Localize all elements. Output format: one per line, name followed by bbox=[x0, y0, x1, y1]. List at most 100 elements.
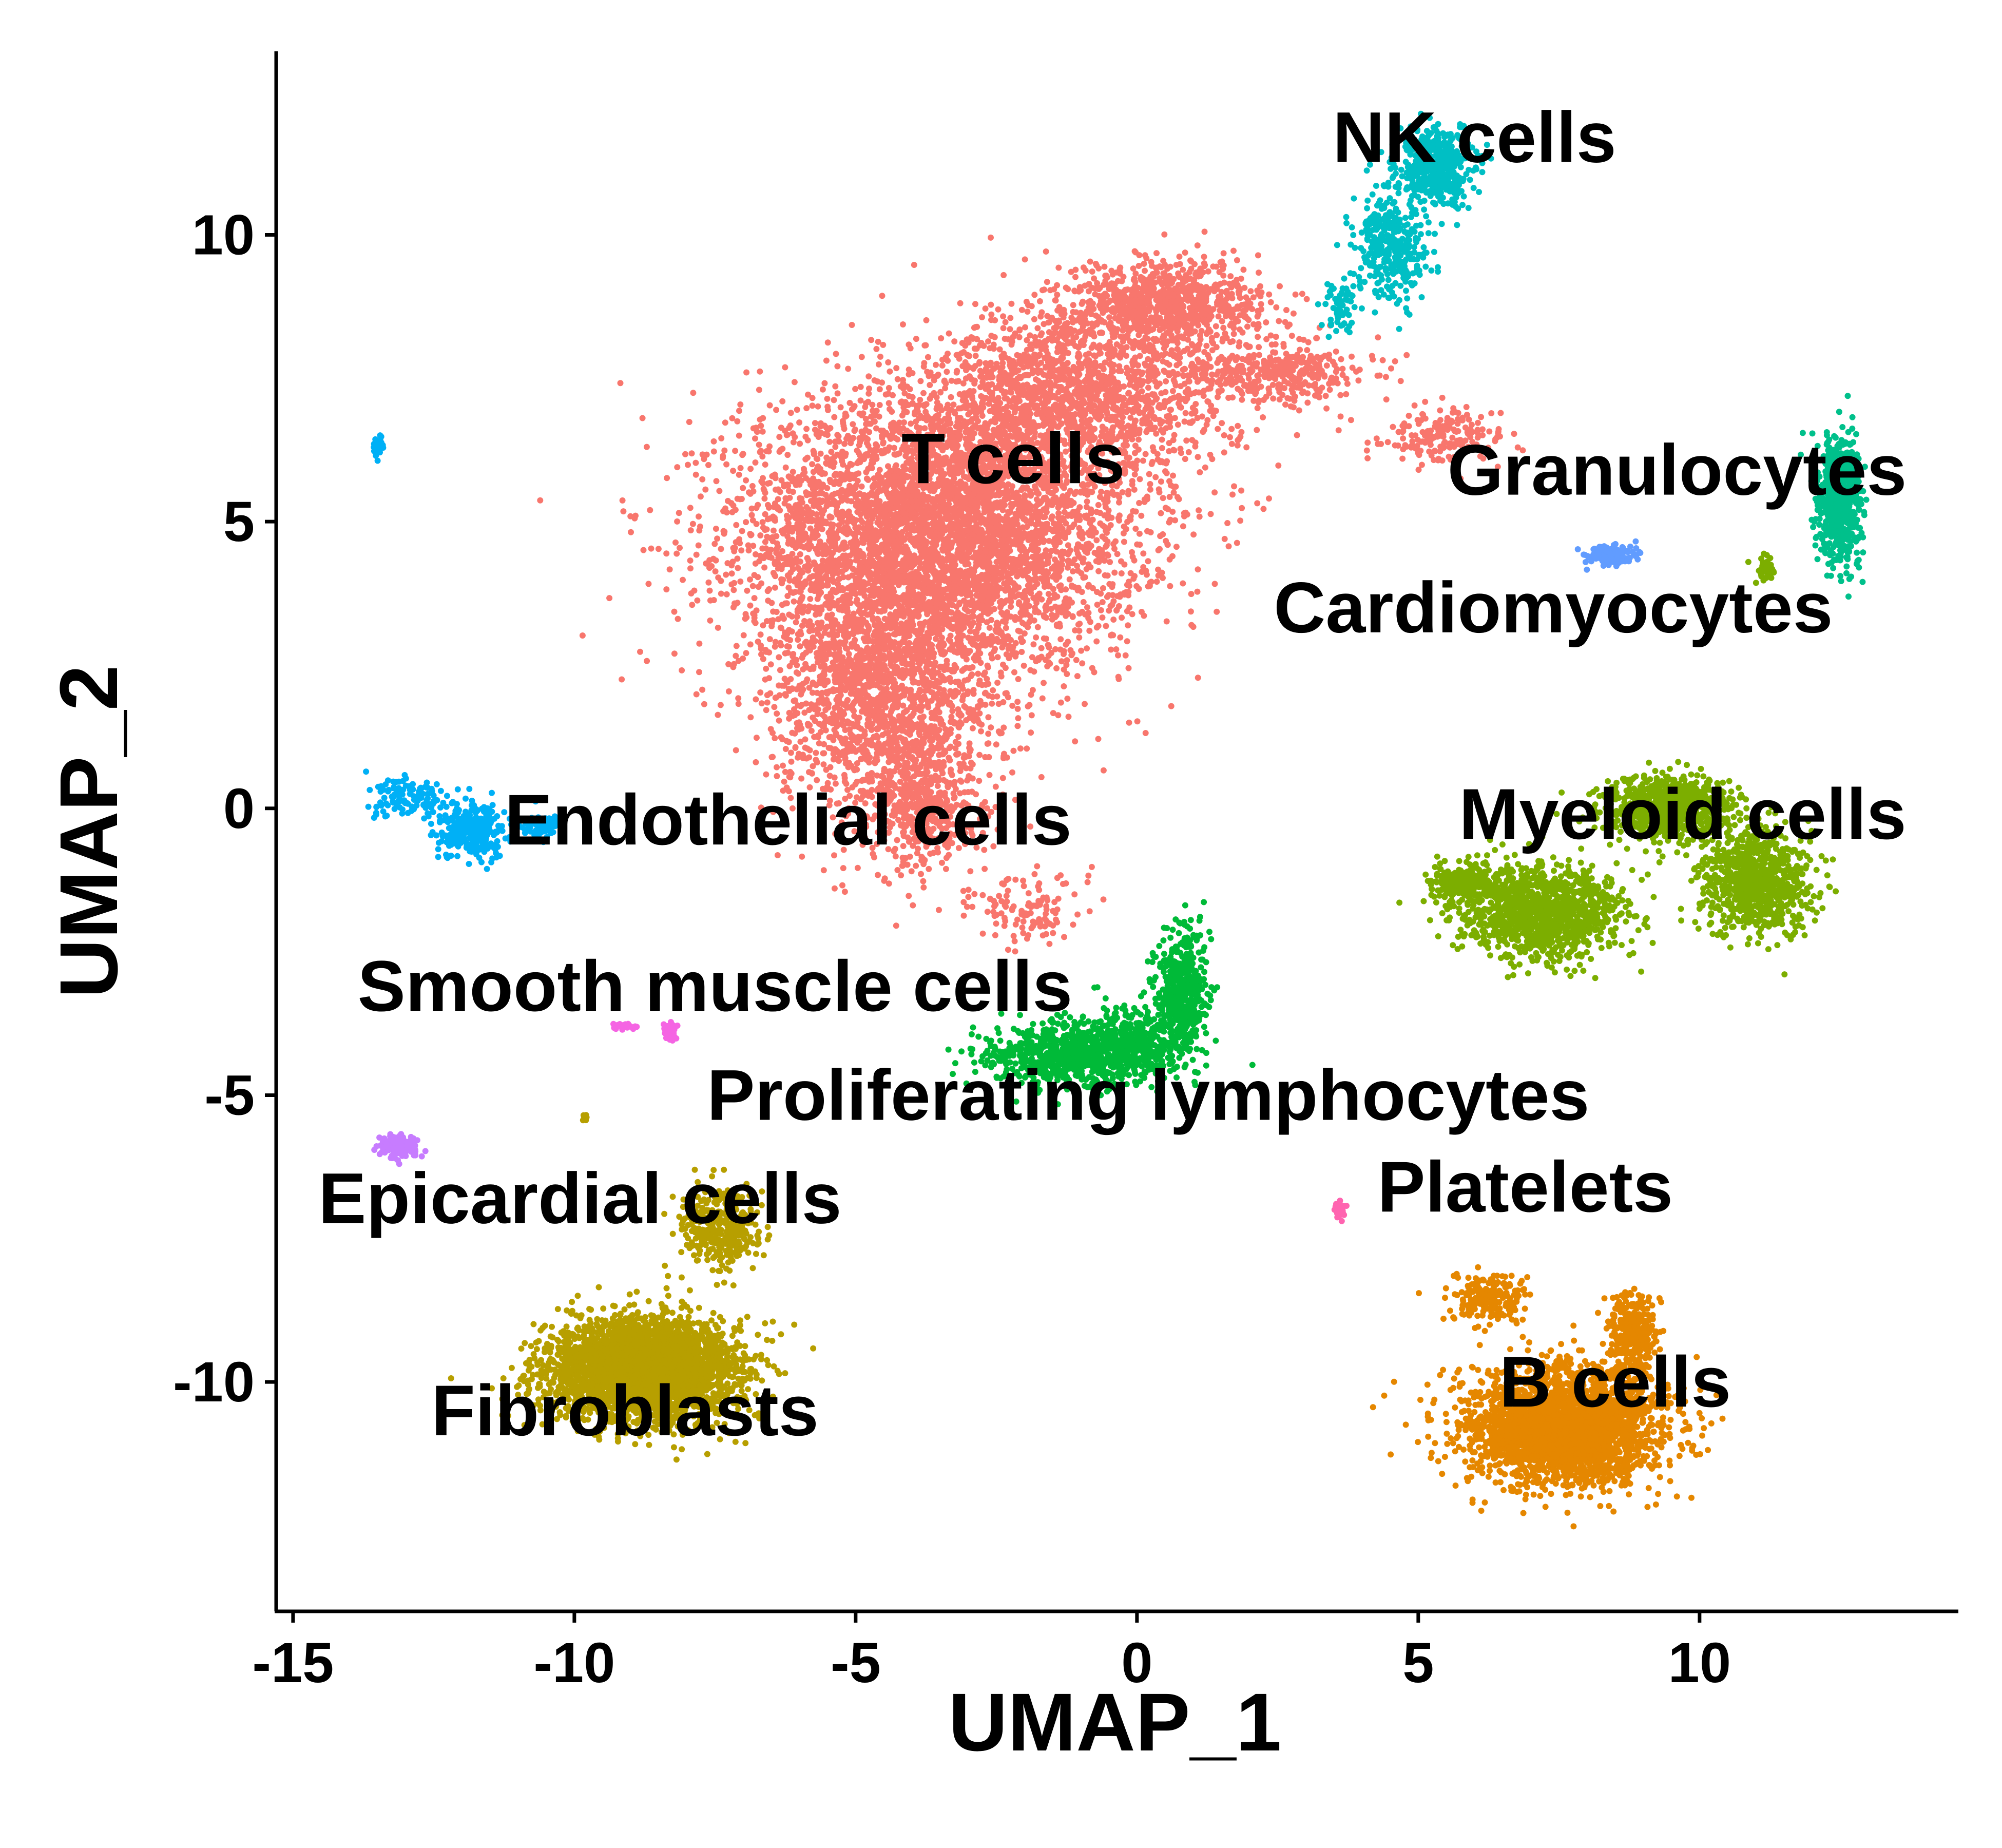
data-point bbox=[864, 475, 870, 482]
data-point bbox=[1057, 523, 1063, 529]
data-point bbox=[1048, 606, 1054, 612]
data-point bbox=[873, 493, 879, 499]
data-point bbox=[831, 397, 837, 403]
data-point bbox=[994, 593, 1000, 599]
data-point bbox=[796, 419, 802, 426]
data-point bbox=[1041, 680, 1047, 686]
data-point bbox=[1103, 623, 1109, 629]
data-point bbox=[1139, 609, 1145, 615]
data-point bbox=[1173, 544, 1180, 550]
data-point bbox=[957, 508, 963, 514]
data-point bbox=[884, 490, 890, 496]
data-point bbox=[728, 500, 735, 506]
data-point bbox=[940, 526, 947, 532]
data-point bbox=[1010, 541, 1016, 547]
data-point bbox=[754, 521, 760, 527]
data-point bbox=[786, 528, 792, 534]
data-point bbox=[898, 399, 904, 406]
data-point bbox=[897, 521, 903, 527]
data-point bbox=[1195, 566, 1201, 572]
data-point bbox=[1119, 614, 1125, 621]
data-point bbox=[830, 550, 836, 556]
data-point bbox=[1147, 487, 1153, 493]
data-point bbox=[838, 404, 844, 410]
data-point bbox=[997, 599, 1003, 605]
data-point bbox=[946, 331, 952, 337]
data-point bbox=[738, 547, 744, 553]
data-point bbox=[784, 452, 791, 458]
data-point bbox=[772, 472, 778, 478]
data-point bbox=[824, 403, 831, 410]
data-point bbox=[999, 563, 1005, 569]
data-point bbox=[1014, 513, 1021, 519]
data-point bbox=[749, 483, 756, 489]
data-point bbox=[674, 518, 680, 525]
data-point bbox=[743, 370, 749, 376]
data-point bbox=[1221, 449, 1227, 455]
data-point bbox=[883, 392, 889, 398]
data-point bbox=[965, 507, 971, 513]
data-point bbox=[976, 710, 983, 717]
data-point bbox=[690, 521, 696, 527]
data-point bbox=[881, 558, 888, 564]
data-point bbox=[619, 677, 625, 683]
data-point bbox=[1028, 729, 1034, 736]
data-point bbox=[1195, 589, 1201, 595]
data-point bbox=[1072, 627, 1078, 633]
data-point bbox=[996, 504, 1003, 510]
data-point bbox=[1029, 712, 1035, 718]
data-point bbox=[793, 555, 799, 562]
data-point bbox=[711, 438, 717, 445]
data-point bbox=[1003, 665, 1009, 671]
data-point bbox=[752, 595, 758, 601]
data-point bbox=[752, 572, 758, 578]
data-point bbox=[936, 521, 942, 527]
data-point bbox=[966, 521, 972, 527]
data-point bbox=[711, 541, 718, 547]
data-point bbox=[1112, 538, 1119, 545]
data-point bbox=[676, 510, 682, 516]
data-point bbox=[1007, 564, 1013, 570]
data-point bbox=[663, 550, 669, 556]
data-point bbox=[1119, 570, 1125, 576]
data-point bbox=[672, 540, 679, 546]
data-point bbox=[849, 322, 855, 328]
data-point bbox=[832, 541, 838, 547]
data-point bbox=[735, 565, 741, 571]
data-point bbox=[1176, 496, 1182, 502]
data-point bbox=[1056, 534, 1063, 540]
data-point bbox=[849, 461, 855, 468]
data-point bbox=[1133, 583, 1140, 589]
data-point bbox=[1017, 546, 1023, 552]
data-point bbox=[1057, 582, 1064, 588]
data-point bbox=[782, 364, 788, 371]
data-point bbox=[802, 456, 808, 463]
data-point bbox=[1082, 701, 1088, 707]
data-point bbox=[699, 476, 705, 483]
data-point bbox=[854, 460, 860, 466]
data-point bbox=[874, 443, 880, 449]
data-point bbox=[1067, 647, 1073, 653]
data-point bbox=[766, 444, 773, 450]
data-point bbox=[768, 661, 774, 667]
data-point bbox=[735, 695, 741, 701]
data-point bbox=[909, 505, 915, 511]
data-point bbox=[894, 552, 900, 559]
data-point bbox=[913, 336, 919, 342]
data-point bbox=[825, 339, 831, 345]
data-point bbox=[1092, 550, 1098, 556]
data-point bbox=[992, 548, 998, 554]
data-point bbox=[858, 384, 864, 390]
data-point bbox=[1030, 595, 1036, 601]
data-point bbox=[756, 387, 762, 393]
data-point bbox=[618, 380, 624, 386]
data-point bbox=[757, 369, 763, 375]
data-point bbox=[777, 507, 783, 513]
data-point bbox=[866, 546, 872, 552]
data-point bbox=[825, 427, 831, 433]
data-point bbox=[1100, 614, 1106, 621]
data-point bbox=[792, 379, 798, 385]
data-point bbox=[1145, 583, 1151, 589]
data-point bbox=[1035, 515, 1042, 522]
data-point bbox=[877, 480, 883, 486]
